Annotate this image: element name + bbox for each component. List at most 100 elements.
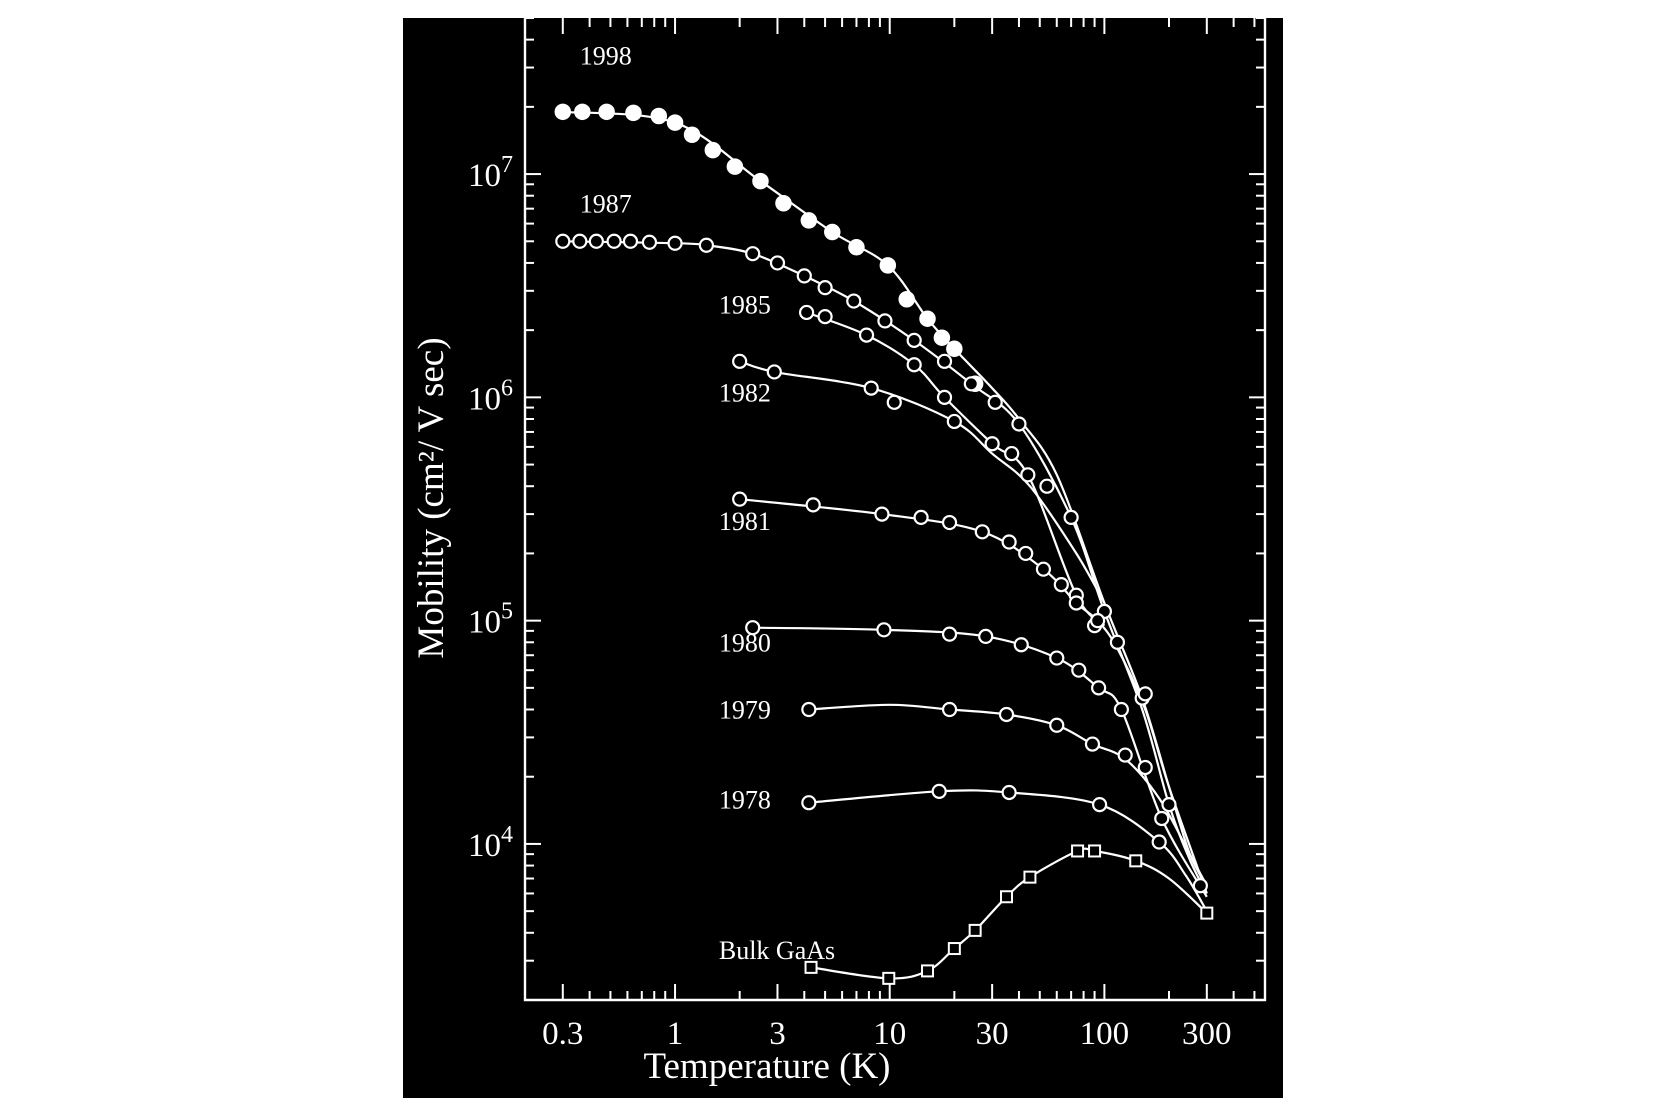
- point-1987: [877, 313, 893, 329]
- point-1985: [906, 357, 922, 373]
- point-1980: [876, 622, 892, 638]
- point-bulk-gaas: [1088, 844, 1102, 858]
- series-label-1981: 1981: [719, 507, 771, 536]
- point-1998: [650, 107, 668, 125]
- point-1981: [1053, 577, 1069, 593]
- point-1979: [801, 701, 817, 718]
- point-1980: [745, 620, 761, 636]
- point-bulk-gaas: [1129, 854, 1143, 868]
- curve-1978: [808, 789, 1208, 912]
- y-tick-label: 104: [468, 822, 513, 864]
- point-1982: [766, 364, 782, 380]
- plot-frame: [523, 18, 1267, 1002]
- series-label-1978: 1978: [719, 786, 771, 815]
- point-1987: [572, 233, 588, 249]
- point-1987: [1161, 797, 1177, 813]
- point-1998: [800, 212, 818, 229]
- point-1979: [998, 706, 1015, 723]
- y-tick-label: 105: [468, 599, 513, 641]
- point-1978: [1192, 878, 1208, 894]
- point-1987: [963, 376, 979, 392]
- point-1981: [974, 524, 990, 540]
- y-tick-label: 106: [468, 375, 513, 417]
- point-1979: [941, 701, 958, 718]
- curve-1982: [739, 360, 1106, 604]
- point-1998: [775, 195, 792, 212]
- point-1987: [769, 255, 786, 271]
- point-1980: [1113, 701, 1129, 718]
- point-1980: [1013, 637, 1029, 653]
- point-bulk-gaas: [1200, 906, 1214, 920]
- point-1987: [796, 268, 812, 284]
- point-1987: [1063, 509, 1079, 525]
- point-1998: [625, 104, 642, 122]
- point-1980: [1071, 662, 1087, 678]
- point-1981: [1090, 613, 1106, 629]
- point-1985: [984, 436, 1000, 452]
- point-1985: [858, 327, 875, 343]
- point-1985: [1004, 445, 1020, 462]
- point-1982: [946, 413, 962, 430]
- series-label-bulk-gaas: Bulk GaAs: [719, 936, 835, 965]
- x-tick-label: 0.3: [542, 1016, 583, 1052]
- point-1998: [666, 114, 684, 131]
- point-1987: [606, 233, 622, 249]
- plot-panel: 0.3 1 3 10 30 100 300 104 105 106 107 1998 1987 1985…: [403, 18, 1283, 1098]
- point-1980: [1091, 680, 1107, 696]
- y-tick-label: 107: [468, 152, 513, 194]
- x-tick-label: 100: [1080, 1016, 1130, 1052]
- point-1985: [798, 304, 815, 321]
- point-1998: [554, 103, 572, 121]
- point-1985: [936, 389, 953, 405]
- series-label-1980: 1980: [719, 628, 771, 657]
- x-tick-label: 300: [1182, 1016, 1232, 1052]
- point-1987: [555, 233, 571, 249]
- point-bulk-gaas: [947, 942, 961, 956]
- point-1978: [931, 783, 947, 799]
- point-1981: [941, 514, 958, 531]
- x-tick-label: 3: [769, 1016, 786, 1052]
- point-1981: [1018, 545, 1034, 562]
- point-1998: [946, 340, 963, 358]
- point-1998: [898, 291, 915, 308]
- point-bulk-gaas: [1023, 870, 1037, 884]
- point-1998: [848, 239, 865, 256]
- mobility-temperature-chart: 0.3 1 3 10 30 100 300 104 105 106 107 1998 1987 1985…: [411, 18, 1267, 1087]
- x-tick-label: 30: [976, 1016, 1009, 1052]
- point-1987: [987, 394, 1003, 410]
- data-points: [554, 103, 1214, 985]
- series-label-1998: 1998: [580, 41, 632, 70]
- point-bulk-gaas: [968, 923, 982, 937]
- point-1981: [805, 497, 821, 513]
- series-label-1987: 1987: [580, 189, 632, 218]
- point-1981: [1109, 634, 1126, 650]
- point-1998: [824, 223, 841, 241]
- point-1979: [1084, 736, 1101, 752]
- point-1998: [726, 158, 744, 175]
- point-1985: [1020, 467, 1036, 483]
- point-1987: [906, 332, 922, 348]
- point-1981: [874, 506, 890, 522]
- point-1987: [817, 280, 833, 296]
- point-1998: [919, 310, 936, 327]
- point-1982: [886, 394, 902, 410]
- point-1982: [732, 353, 748, 369]
- point-1982: [863, 380, 879, 396]
- point-1987: [588, 233, 604, 249]
- point-1981: [1001, 534, 1017, 550]
- point-1981: [913, 509, 929, 525]
- point-1980: [1049, 650, 1065, 666]
- series-label-1979: 1979: [719, 695, 771, 724]
- series-labels: 1998 1987 1985 1982 1981 1980 1979 1978 Bulk GaA…: [580, 41, 835, 965]
- point-1998: [574, 103, 591, 121]
- point-1998: [933, 329, 951, 346]
- point-1981: [732, 491, 748, 507]
- x-axis-title: Temperature (K): [643, 1046, 890, 1087]
- point-1987: [641, 234, 658, 250]
- curve-1981: [739, 498, 1208, 894]
- point-1980: [941, 626, 958, 642]
- point-1987: [745, 246, 761, 262]
- curve-1998: [562, 110, 1208, 887]
- point-1998: [752, 172, 769, 190]
- point-1998: [683, 126, 701, 144]
